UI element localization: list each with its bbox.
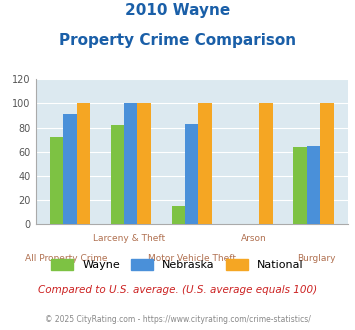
- Text: 2010 Wayne: 2010 Wayne: [125, 3, 230, 18]
- Text: Compared to U.S. average. (U.S. average equals 100): Compared to U.S. average. (U.S. average …: [38, 285, 317, 295]
- Text: Property Crime Comparison: Property Crime Comparison: [59, 33, 296, 48]
- Bar: [307, 146, 320, 224]
- Text: Larceny & Theft: Larceny & Theft: [93, 234, 165, 243]
- Bar: [171, 206, 185, 224]
- Bar: [320, 103, 334, 224]
- Bar: [77, 103, 90, 224]
- Bar: [63, 114, 77, 224]
- Text: All Property Crime: All Property Crime: [26, 254, 108, 263]
- Bar: [137, 103, 151, 224]
- Bar: [111, 125, 124, 224]
- Bar: [50, 137, 63, 224]
- Text: © 2025 CityRating.com - https://www.cityrating.com/crime-statistics/: © 2025 CityRating.com - https://www.city…: [45, 315, 310, 324]
- Text: Burglary: Burglary: [297, 254, 336, 263]
- Bar: [198, 103, 212, 224]
- Text: Arson: Arson: [241, 234, 267, 243]
- Text: Motor Vehicle Theft: Motor Vehicle Theft: [148, 254, 236, 263]
- Bar: [260, 103, 273, 224]
- Bar: [124, 103, 137, 224]
- Legend: Wayne, Nebraska, National: Wayne, Nebraska, National: [47, 255, 308, 275]
- Bar: [185, 124, 198, 224]
- Bar: [294, 147, 307, 224]
